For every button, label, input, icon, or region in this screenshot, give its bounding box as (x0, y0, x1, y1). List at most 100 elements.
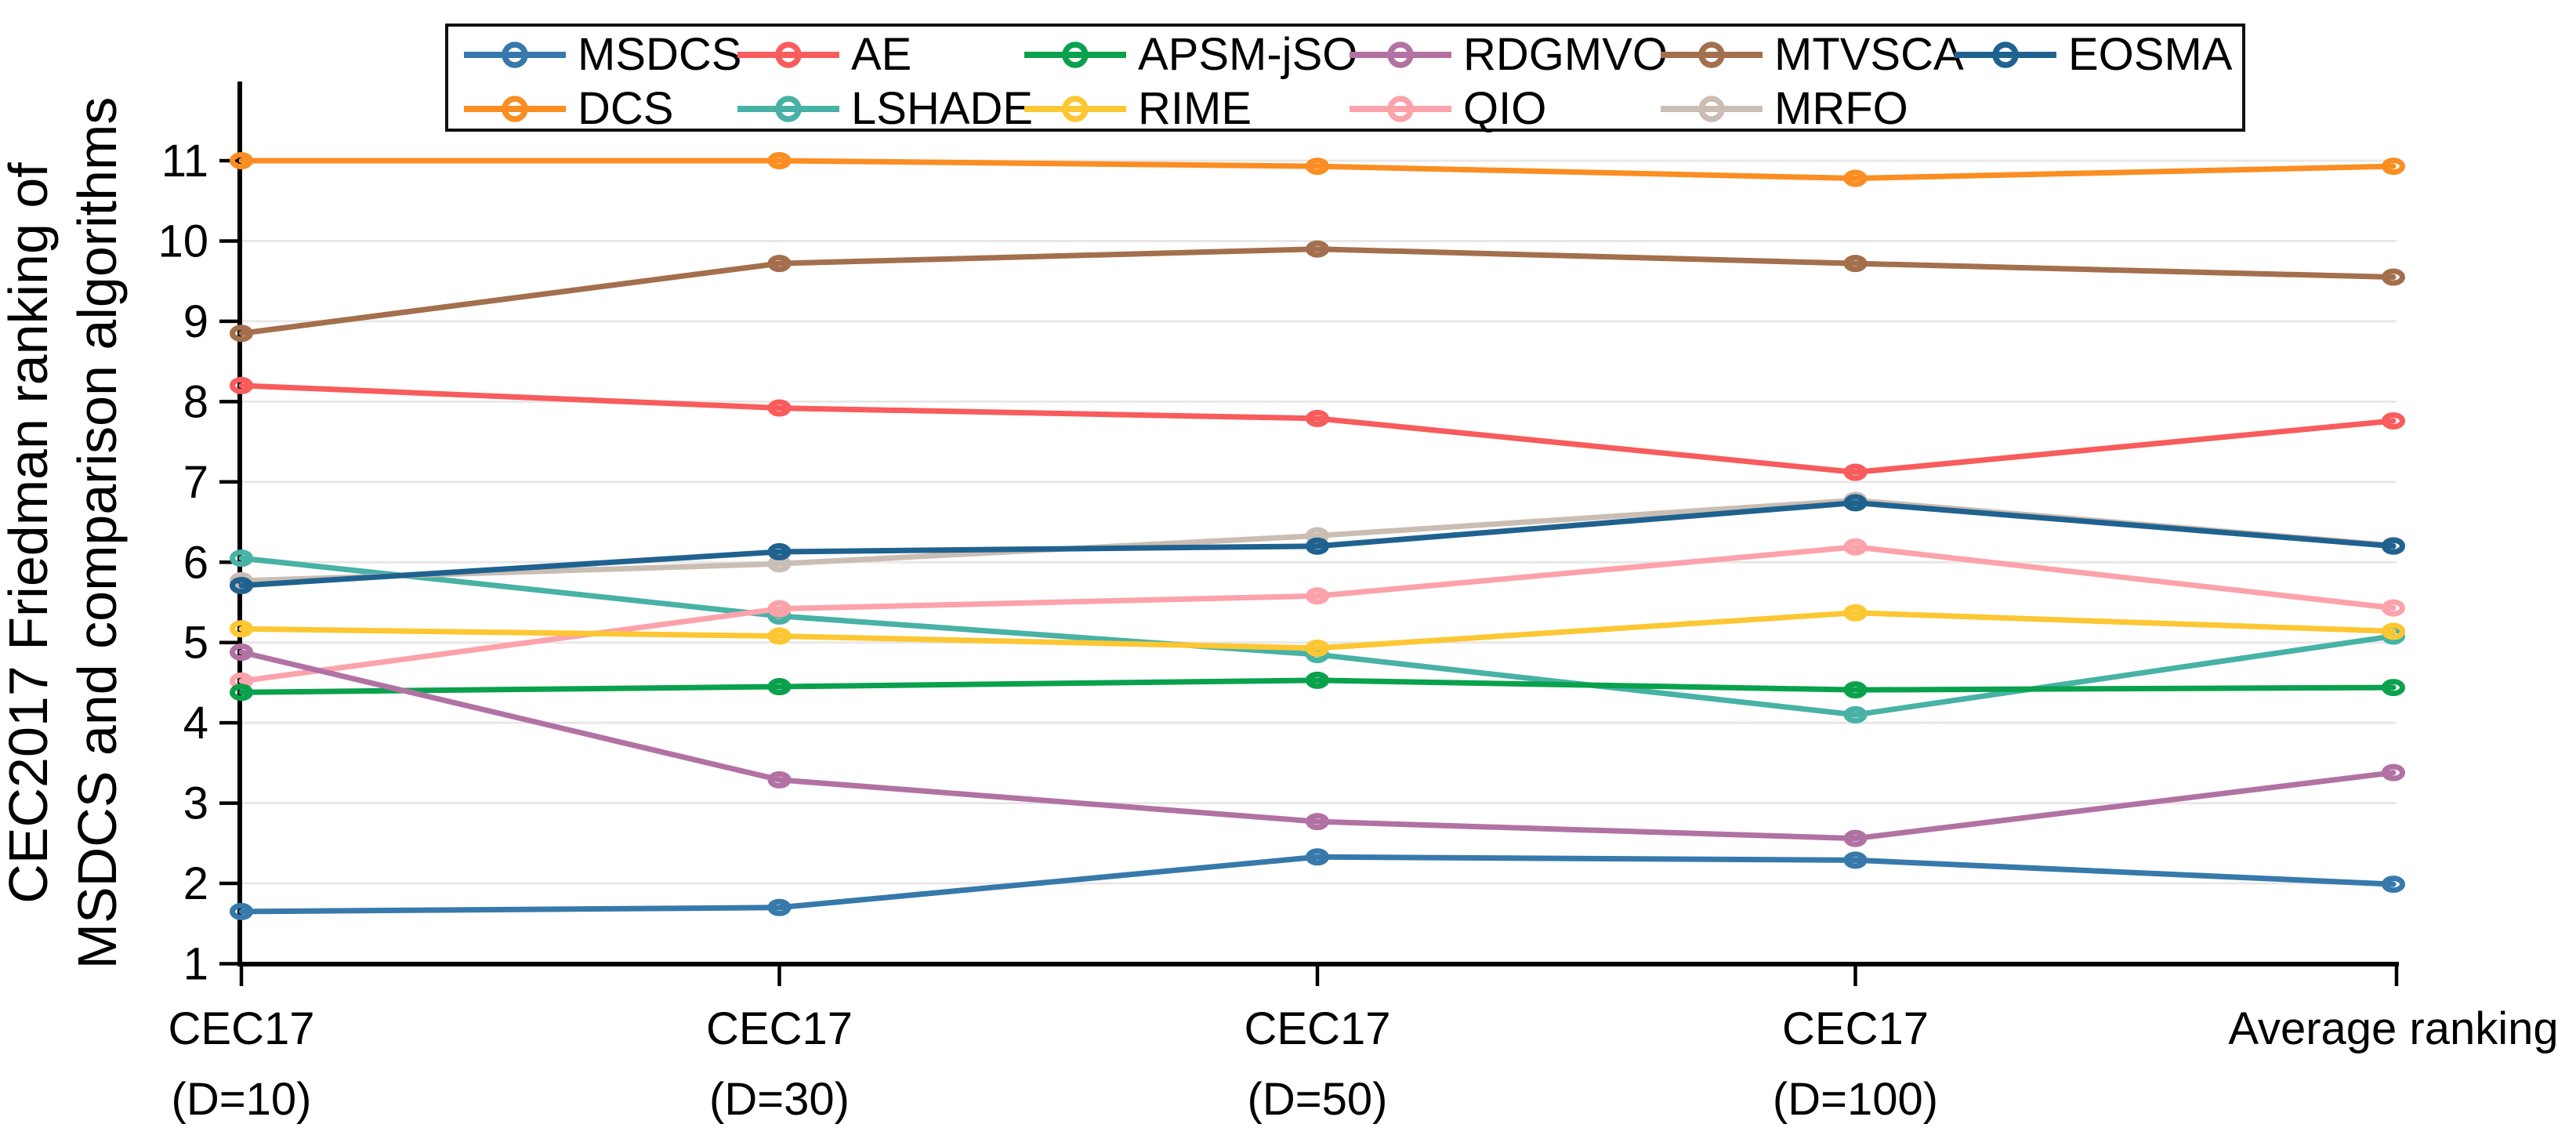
series-line-AE (238, 383, 2397, 476)
y-tick-label: 9 (183, 296, 208, 347)
legend-item-ae: AE (737, 32, 911, 78)
x-tick-label: Average ranking (2228, 1003, 2558, 1054)
legend-circle-marker (502, 96, 528, 122)
legend-item-label: RDGMVO (1463, 29, 1668, 80)
legend-item-label: RIME (1138, 83, 1252, 134)
legend-marker-icon (1350, 96, 1451, 122)
y-tick-label: 4 (183, 698, 208, 749)
series-marker-MTVSCA (2382, 268, 2405, 286)
series-marker-RDGMVO (2382, 763, 2405, 781)
legend-circle-marker (1062, 96, 1089, 122)
series-marker-RDGMVO (1843, 829, 1868, 847)
x-tick-label: (D=50) (1248, 1074, 1388, 1125)
series-marker-RIME (1843, 604, 1868, 622)
series-line-RIME (238, 610, 2397, 651)
series-marker-MTVSCA (230, 325, 253, 343)
legend-box: MSDCS AE APSM-jSO RDGMVO MTVSCA EOSMA DCS LSHAD… (445, 24, 2245, 132)
series-marker-MSDCS (767, 898, 792, 916)
series-marker-APSM-jSO (230, 684, 253, 702)
series-marker-RIME (767, 627, 792, 645)
y-tick-label: 6 (183, 537, 208, 588)
series-marker-APSM-jSO (1306, 671, 1329, 689)
legend-marker-icon (737, 42, 839, 68)
legend-marker-icon (1661, 96, 1763, 122)
legend-marker-icon (1661, 42, 1763, 68)
series-marker-QIO (1306, 587, 1329, 605)
legend-item-label: EOSMA (2068, 29, 2233, 80)
legend-item-qio: QIO (1350, 86, 1546, 132)
legend-item-label: MRFO (1774, 83, 1908, 134)
y-axis-title-line2: MSDCS and comparison algorithms (67, 97, 128, 970)
series-line-RDGMVO (238, 649, 2397, 842)
legend-item-label: MTVSCA (1774, 29, 1964, 80)
legend-circle-marker (502, 42, 528, 68)
series-marker-AE (1843, 463, 1868, 481)
series-marker-DCS (230, 152, 253, 169)
legend-item-mrfo: MRFO (1661, 86, 1908, 132)
legend-item-eosma: EOSMA (1955, 32, 2233, 78)
x-tick-label: (D=100) (1773, 1074, 1938, 1125)
legend-marker-icon (1024, 42, 1126, 68)
legend-item-label: QIO (1463, 83, 1547, 134)
legend-marker-icon (464, 42, 566, 68)
y-tick-label: 7 (183, 457, 208, 508)
legend-marker-icon (1955, 42, 2056, 68)
series-marker-MSDCS (230, 902, 253, 920)
legend-circle-marker (1698, 42, 1725, 68)
series-marker-DCS (1843, 169, 1868, 187)
legend-item-apsm-jso: APSM-jSO (1024, 32, 1357, 78)
series-marker-AE (230, 376, 253, 394)
series-marker-DCS (767, 152, 792, 169)
legend-circle-marker (775, 42, 802, 68)
series-marker-DCS (2382, 158, 2405, 176)
series-marker-RIME (1306, 639, 1329, 657)
x-tick-label: CEC17 (168, 1003, 315, 1054)
series-marker-RDGMVO (1306, 813, 1329, 831)
series-marker-MSDCS (1306, 848, 1329, 866)
y-axis-title-line1: CEC2017 Friedman ranking of (0, 162, 59, 904)
series-marker-APSM-jSO (1843, 681, 1868, 699)
series-marker-MSDCS (1843, 851, 1868, 869)
series-line-MTVSCA (238, 246, 2397, 336)
legend-circle-marker (1387, 42, 1414, 68)
series-marker-LSHADE (1843, 705, 1868, 723)
legend-item-dcs: DCS (464, 86, 673, 132)
legend-circle-marker (1992, 42, 2019, 68)
y-tick-label: 8 (183, 376, 208, 427)
legend-circle-marker (1062, 42, 1089, 68)
y-tick-label: 1 (183, 939, 208, 990)
legend-marker-icon (1350, 42, 1451, 68)
series-marker-QIO (2382, 599, 2405, 617)
series-marker-AE (767, 399, 792, 417)
series-marker-AE (1306, 409, 1329, 427)
x-tick-label: (D=30) (709, 1074, 850, 1125)
series-marker-MTVSCA (767, 255, 792, 273)
legend-item-label: MSDCS (578, 29, 742, 80)
y-tick-label: 2 (183, 858, 208, 909)
legend-circle-marker (1387, 96, 1414, 122)
y-tick-label: 3 (183, 778, 208, 829)
legend-item-label: DCS (578, 83, 674, 134)
x-tick-label: CEC17 (706, 1003, 853, 1054)
series-marker-QIO (767, 600, 792, 618)
legend-item-label: LSHADE (851, 83, 1034, 134)
legend-marker-icon (737, 96, 839, 122)
y-tick-label: 11 (161, 136, 208, 187)
legend-item-mtvsca: MTVSCA (1661, 32, 1964, 78)
series-marker-RDGMVO (767, 771, 792, 789)
x-tick-label: CEC17 (1782, 1003, 1929, 1054)
series-marker-AE (2382, 412, 2405, 430)
series-marker-EOSMA (2382, 537, 2405, 555)
series-marker-MSDCS (2382, 876, 2405, 894)
x-tick-label: (D=10) (172, 1074, 312, 1125)
legend-marker-icon (1024, 96, 1126, 122)
series-marker-MTVSCA (1306, 240, 1329, 258)
series-marker-RIME (230, 620, 253, 638)
series-marker-LSHADE (230, 549, 253, 568)
legend-item-lshade: LSHADE (737, 86, 1033, 132)
y-tick-label: 10 (158, 216, 208, 267)
series-marker-EOSMA (767, 542, 792, 560)
legend-item-label: APSM-jSO (1138, 29, 1358, 80)
